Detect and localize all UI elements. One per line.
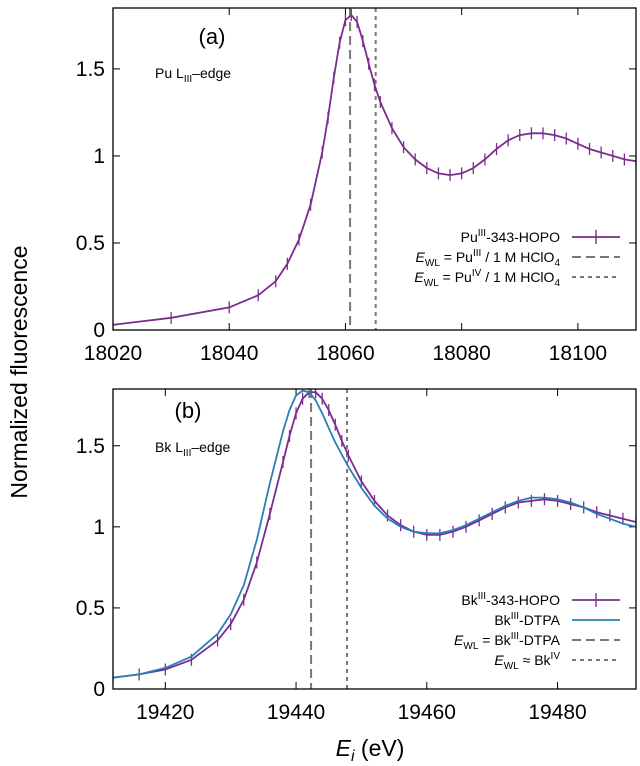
x-tick-label: 18020 (84, 342, 142, 365)
edge-suffix: –edge (192, 65, 231, 81)
legend-text: / 1 M HClO (481, 269, 554, 285)
x-tick-label: 19420 (136, 701, 194, 724)
legend-superscript: III (478, 591, 486, 602)
legend-subscript: WL (424, 278, 439, 289)
legend-text: E (414, 269, 424, 285)
panel-a: 18020 18040 18060 18080 18100 0 0.5 1 1.5 (a) Pu L… (76, 7, 637, 365)
legend-label: EWL ≈ BkIV (494, 651, 560, 672)
series-group (113, 389, 636, 684)
x-tick-label: 19440 (267, 701, 325, 724)
x-axis-label-main: E (336, 735, 352, 761)
edge-suffix: –edge (191, 439, 230, 455)
edge-element: Pu L (155, 65, 184, 81)
x-tick-label: 18100 (549, 342, 607, 365)
plot-frame (112, 7, 637, 331)
legend-label: EWL = PuIV / 1 M HClO4 (414, 268, 560, 289)
y-tick-label: 1 (93, 516, 105, 539)
legend-text: -343-HOPO (486, 229, 560, 245)
x-tick-label: 19480 (528, 701, 586, 724)
legend-text: ≈ Bk (519, 652, 552, 668)
y-axis-label: Normalized fluorescence (6, 245, 32, 498)
y-tick-label: 0 (93, 678, 105, 701)
legend-text: -DTPA (519, 632, 561, 648)
series-line (113, 389, 636, 679)
legend-label: EWL = BkIII-DTPA (454, 631, 561, 652)
x-tick-label: 18080 (432, 342, 490, 365)
legend-text: / 1 M HClO (481, 249, 554, 265)
legend-subscript: 4 (554, 278, 560, 289)
legend-text: Bk (494, 612, 511, 628)
legend-text: E (416, 249, 426, 265)
edge-label: Bk LIII–edge (155, 439, 231, 459)
edge-subscript: III (183, 448, 191, 459)
y-tick-label: 1.5 (76, 58, 105, 81)
legend-superscript: III (473, 248, 481, 259)
series-line (113, 391, 636, 679)
panel-label: (a) (199, 24, 226, 49)
y-tick-label: 0.5 (76, 597, 105, 620)
legend-text: Bk (461, 592, 478, 608)
legend-superscript: III (478, 228, 486, 239)
legend-label: BkIII-DTPA (494, 611, 560, 628)
edge-subscript: III (184, 74, 192, 85)
legend-label: EWL = PuIII / 1 M HClO4 (416, 248, 561, 269)
panel-label: (b) (175, 398, 202, 423)
x-tick-label: 19460 (398, 701, 456, 724)
legend-subscript: 4 (554, 258, 560, 269)
y-tick-label: 1.5 (76, 435, 105, 458)
x-axis-label-unit: (eV) (355, 735, 405, 761)
legend-text: -343-HOPO (486, 592, 560, 608)
legend-superscript: III (511, 631, 519, 642)
legend-subscript: WL (425, 258, 440, 269)
x-axis-label-sub: i (351, 748, 355, 765)
y-tick-label: 0.5 (76, 232, 105, 255)
legend-label: BkIII-343-HOPO (461, 591, 560, 608)
x-tick-label: 18040 (200, 342, 258, 365)
y-tick-label: 0 (93, 319, 105, 342)
legend-text: -DTPA (519, 612, 561, 628)
plot-frame (112, 388, 637, 690)
edge-element: Bk L (155, 439, 183, 455)
legend-text: = Pu (440, 249, 473, 265)
legend-superscript: III (511, 611, 519, 622)
y-tick-label: 1 (93, 145, 105, 168)
legend-subscript: WL (504, 661, 519, 672)
legend-text: E (494, 652, 504, 668)
legend-superscript: IV (551, 651, 561, 662)
legend-subscript: WL (463, 641, 478, 652)
edge-label: Pu LIII–edge (155, 65, 231, 85)
x-axis-label: Ei (eV) (336, 735, 405, 765)
legend-label: PuIII-343-HOPO (461, 228, 560, 245)
legend-text: Pu (461, 229, 478, 245)
legend-text: = Bk (478, 632, 511, 648)
legend-text: E (454, 632, 464, 648)
legend-superscript: IV (472, 268, 482, 279)
x-tick-label: 18060 (316, 342, 374, 365)
series-group (113, 8, 636, 330)
legend-text: = Pu (439, 269, 472, 285)
